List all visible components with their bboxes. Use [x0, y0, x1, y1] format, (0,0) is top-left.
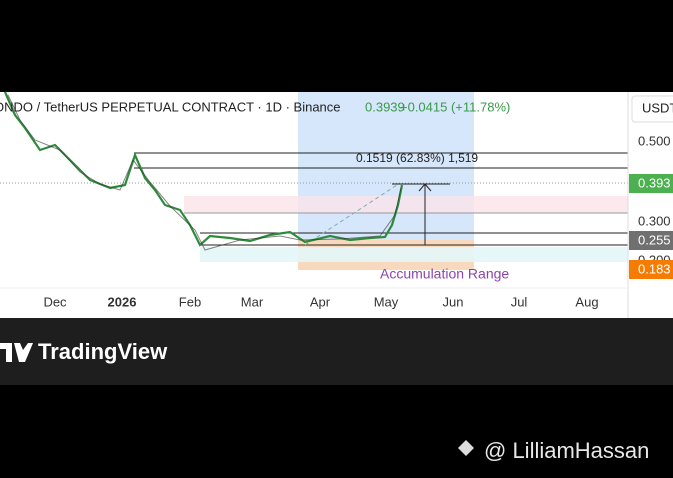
projection-line — [304, 182, 401, 246]
symbol: ONDO / TetherUS PERPETUAL CONTRACT · 1D … — [0, 99, 341, 114]
price-label-bg — [629, 231, 673, 250]
footer-bar — [0, 318, 673, 385]
price-label: 0.255 — [638, 232, 671, 247]
price-label: 0.393 — [638, 175, 671, 190]
price-label-bg — [629, 260, 673, 279]
arrow-head — [418, 183, 432, 192]
currency-button[interactable] — [631, 95, 673, 123]
price-change: +0.0415 (+11.78%) — [400, 99, 510, 114]
time-axis: Dec 2026 Feb Mar Apr May Jun Jul Aug — [43, 294, 598, 309]
price-label-bg — [629, 174, 673, 193]
time-label: 2026 — [108, 294, 137, 309]
support-band — [200, 247, 628, 262]
resistance-band — [184, 196, 628, 213]
currency[interactable]: USDT — [642, 100, 673, 115]
brand-logo — [0, 343, 33, 362]
price-tick: 0.500 — [638, 133, 671, 148]
time-label: Jul — [511, 294, 528, 309]
range-label: Accumulation Range — [380, 266, 509, 282]
time-label: Dec — [43, 294, 67, 309]
time-label: Feb — [179, 294, 201, 309]
last-price: 0.3939 — [365, 99, 405, 114]
time-label: Jun — [443, 294, 464, 309]
watermark-icon — [458, 440, 474, 456]
price-tick: 0.300 — [638, 213, 671, 228]
brand: TradingView — [38, 339, 168, 364]
price-wicks — [7, 94, 402, 251]
measure-label: 0.1519 (62.83%) 1,519 — [356, 151, 478, 165]
time-label: Apr — [310, 294, 331, 309]
time-label: Aug — [575, 294, 598, 309]
price-label: 0.183 — [638, 261, 671, 276]
time-label: May — [374, 294, 399, 309]
levels — [134, 152, 628, 246]
watermark: @ LilliamHassan — [484, 438, 649, 463]
time-label: Mar — [241, 294, 264, 309]
